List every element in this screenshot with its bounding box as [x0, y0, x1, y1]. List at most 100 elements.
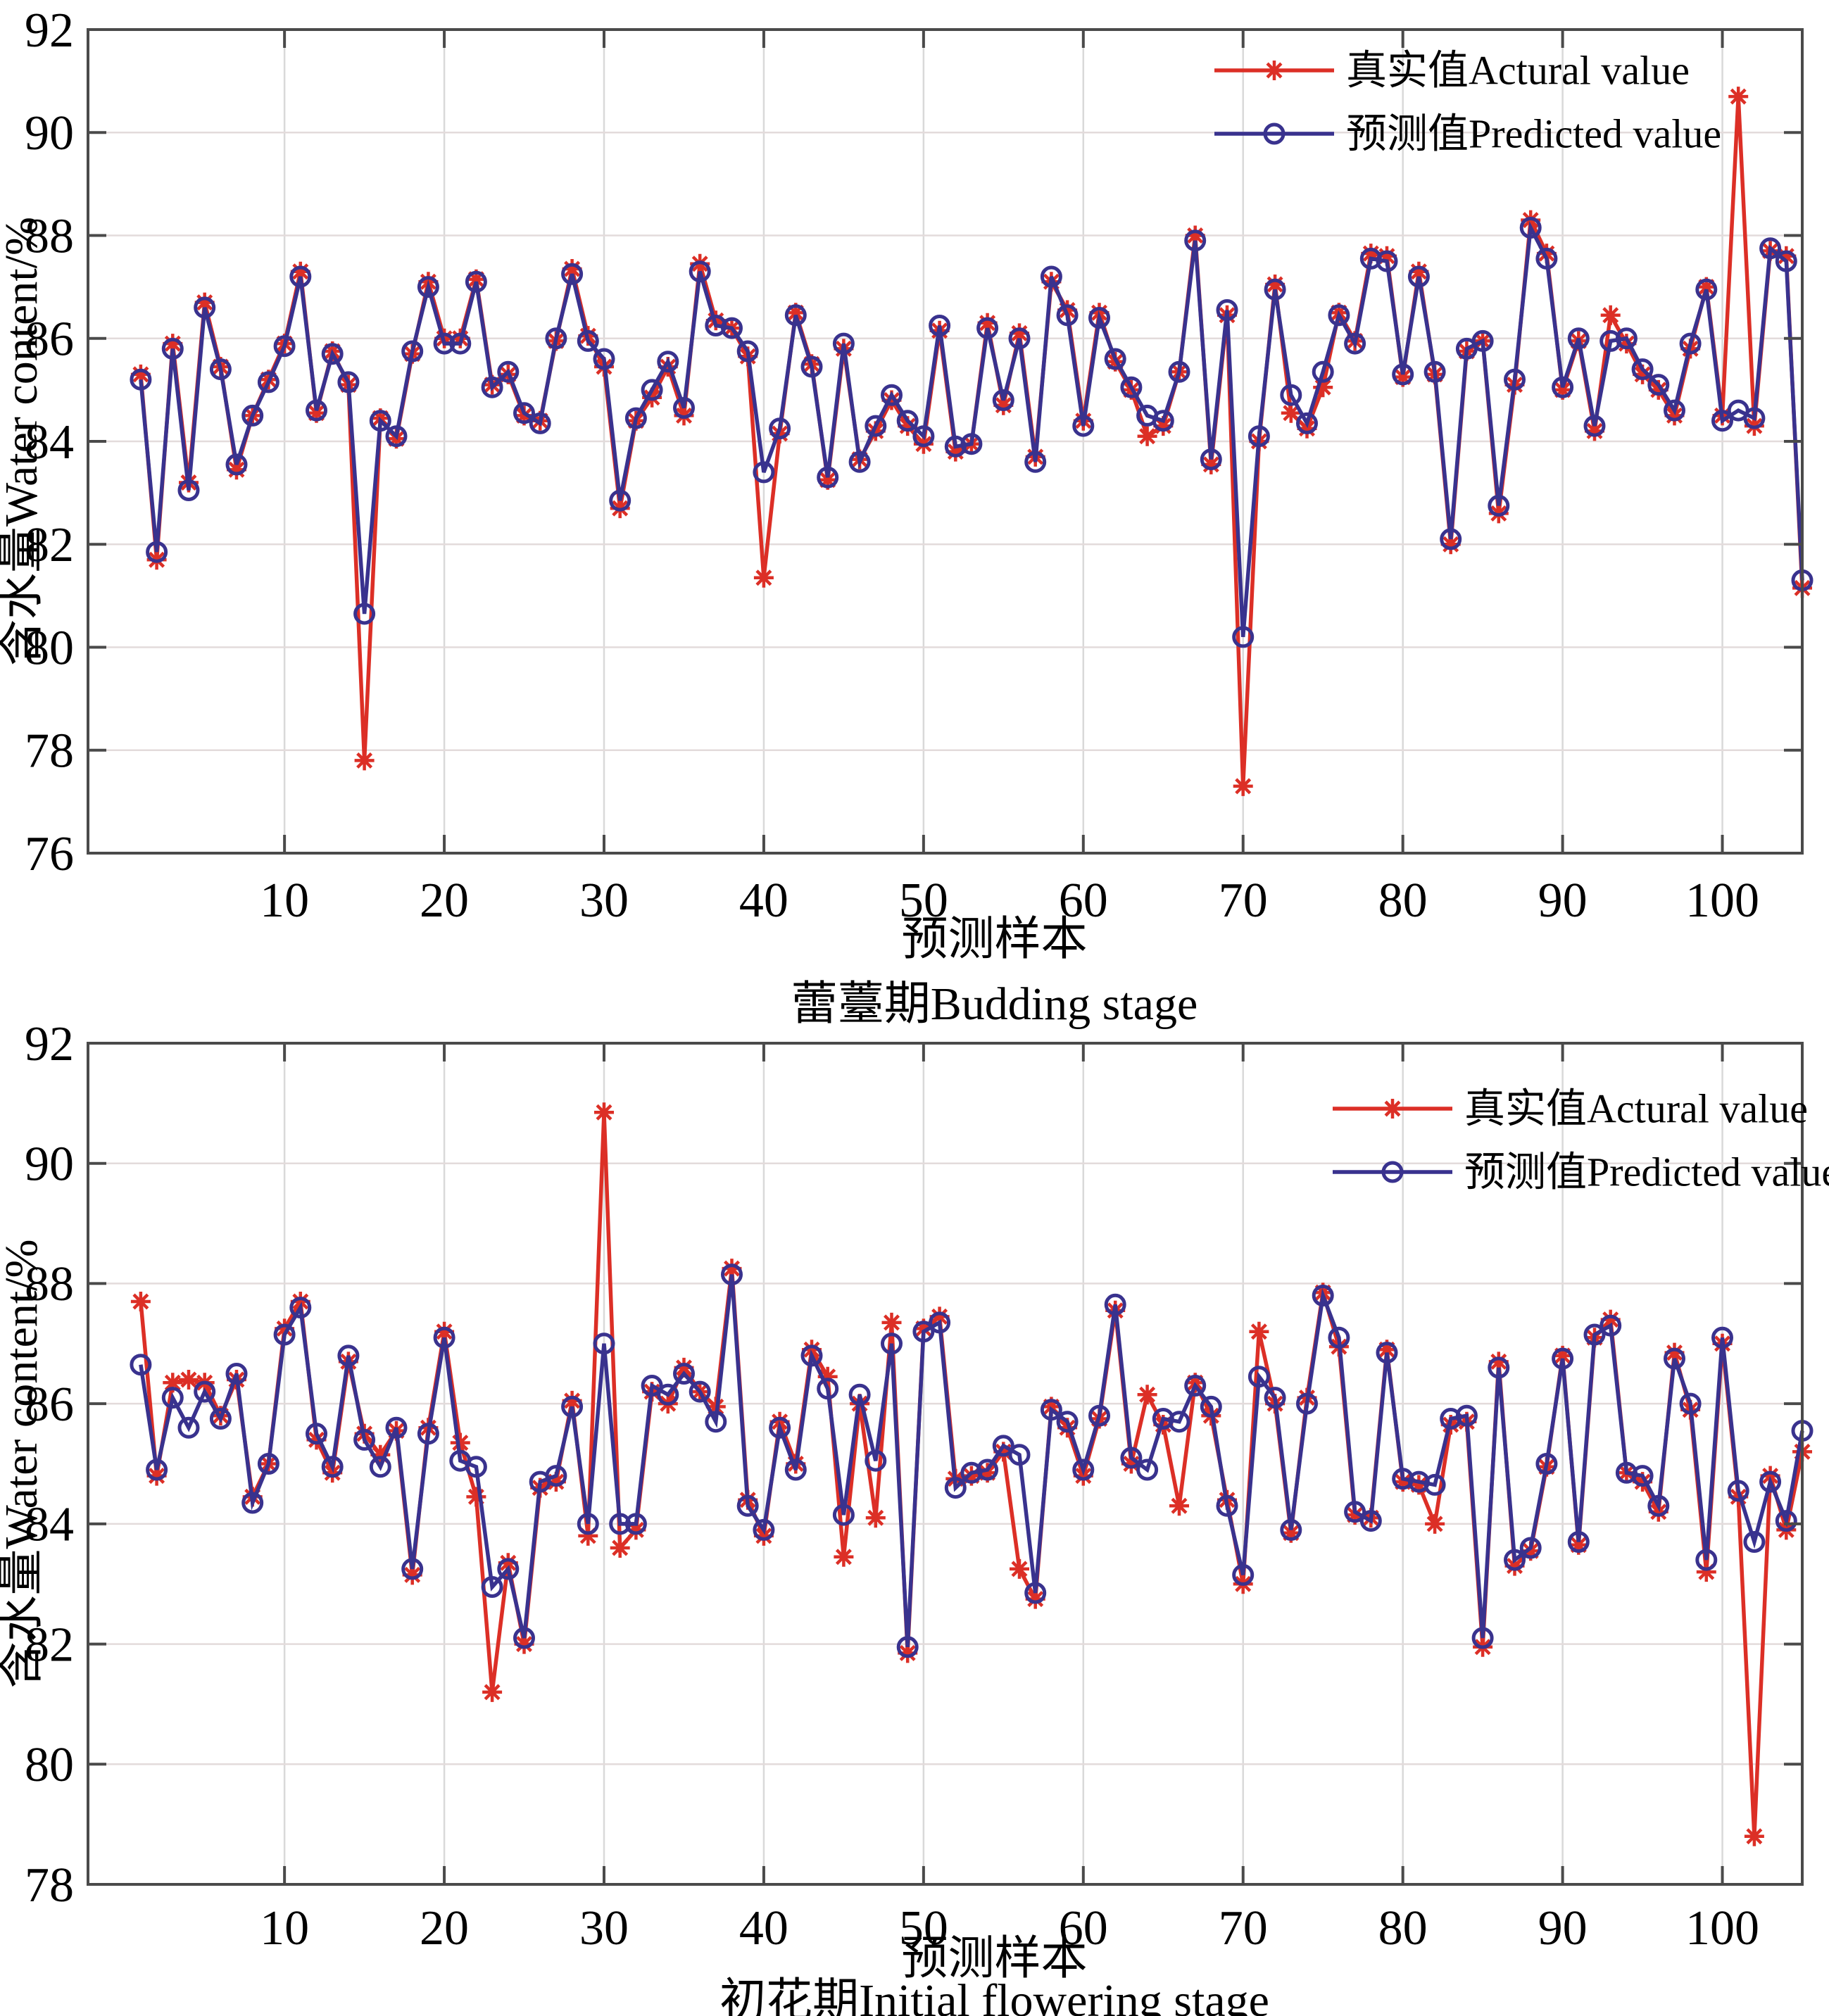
y-tick-label: 90	[25, 106, 74, 160]
axis-ticks	[88, 1042, 1802, 1886]
asterisk-marker	[1025, 1589, 1045, 1609]
circle-marker	[848, 1383, 871, 1406]
asterisk-marker	[1041, 1397, 1062, 1417]
asterisk-marker	[275, 1318, 295, 1339]
circle-marker	[736, 340, 759, 363]
x-tick-label: 100	[1685, 1901, 1759, 1955]
circle-marker	[1008, 1444, 1031, 1466]
circle-marker	[1488, 494, 1510, 517]
legend-item-actual: 真实值Actural value	[1214, 48, 1690, 94]
circle-marker	[705, 1411, 727, 1433]
legend: 真实值Actural value 预测值Predicted value	[1214, 48, 1721, 157]
circle-marker	[1232, 626, 1255, 648]
x-tick-label: 10	[260, 874, 309, 928]
predicted-value-line	[139, 221, 1804, 638]
circle-marker	[1200, 448, 1222, 471]
circle-marker	[177, 1416, 200, 1439]
circle-marker	[130, 1354, 152, 1376]
circle-marker	[753, 461, 775, 484]
circle-marker	[1216, 299, 1238, 321]
asterisk-marker	[1185, 225, 1205, 246]
asterisk-marker	[562, 259, 582, 279]
circle-marker	[497, 1558, 520, 1580]
circle-marker	[257, 1453, 279, 1475]
asterisk-marker	[674, 1357, 694, 1378]
circle-marker	[194, 296, 216, 319]
circle-marker	[641, 379, 663, 401]
asterisk-marker	[1409, 1475, 1429, 1495]
asterisk-marker	[498, 1553, 518, 1573]
circle-marker	[401, 340, 424, 363]
circle-marker	[992, 389, 1014, 411]
circle-marker	[225, 1363, 248, 1385]
circle-marker	[1152, 410, 1174, 432]
circle-marker	[1247, 1366, 1270, 1388]
circle-marker	[273, 1323, 296, 1346]
asterisk-marker	[370, 1444, 391, 1465]
asterisk-marker	[179, 1370, 199, 1390]
y-tick-label: 80	[25, 1738, 74, 1792]
asterisk-marker	[290, 261, 310, 282]
circle-marker	[1312, 360, 1334, 383]
asterisk-marker	[802, 1340, 822, 1360]
circle-marker	[1344, 332, 1366, 355]
asterisk-marker	[466, 269, 486, 289]
circle-marker	[1727, 1480, 1749, 1502]
circle-marker	[1759, 1470, 1782, 1493]
circle-marker	[1328, 304, 1350, 327]
asterisk-marker	[594, 1102, 614, 1123]
circle-marker	[321, 1456, 344, 1478]
legend-item-predicted: 预测值Predicted value	[1333, 1149, 1829, 1195]
circle-marker	[497, 360, 520, 383]
circle-marker	[1216, 1494, 1238, 1517]
circle-marker	[1136, 1459, 1159, 1481]
circle-marker	[944, 1477, 967, 1499]
x-tick-label: 20	[420, 874, 469, 928]
circle-marker	[1168, 1411, 1190, 1433]
asterisk-marker	[961, 1466, 981, 1486]
x-tick-label: 90	[1538, 1901, 1588, 1955]
y-tick-label: 82	[25, 518, 74, 572]
plot-frame	[87, 1042, 1804, 1886]
circle-marker	[177, 479, 200, 501]
circle-marker	[369, 1456, 391, 1478]
circle-marker	[1296, 1392, 1318, 1415]
circle-marker	[1567, 327, 1590, 350]
circle-marker	[657, 351, 679, 373]
circle-marker	[1647, 374, 1670, 396]
asterisk-marker	[1664, 405, 1685, 426]
asterisk-marker	[1425, 1513, 1445, 1534]
y-tick-label: 76	[25, 827, 74, 881]
asterisk-marker	[130, 364, 151, 384]
circle-marker	[976, 317, 999, 339]
circle-marker	[545, 327, 567, 350]
circle-marker	[1407, 265, 1430, 288]
circle-marker	[689, 260, 711, 283]
circle-marker	[1743, 1531, 1766, 1553]
asterisk-marker	[1281, 403, 1301, 423]
circle-marker	[1647, 1494, 1670, 1517]
legend-label-predicted: 预测值Predicted value	[1346, 111, 1721, 157]
asterisk-marker	[1552, 379, 1573, 400]
circle-marker	[257, 371, 279, 393]
asterisk-marker	[626, 1520, 646, 1540]
y-tick-label: 90	[25, 1138, 74, 1192]
circle-marker	[146, 1459, 168, 1481]
asterisk-marker	[1377, 246, 1397, 266]
asterisk-marker	[1393, 367, 1413, 387]
circle-marker	[1759, 237, 1782, 260]
asterisk-marker	[913, 1318, 934, 1339]
x-tick-label: 80	[1378, 1901, 1428, 1955]
y-tick-label: 88	[25, 1257, 74, 1311]
asterisk-marker	[434, 1321, 455, 1342]
circle-marker	[513, 402, 535, 424]
circle-marker	[1024, 1582, 1047, 1604]
circle-marker	[817, 466, 839, 489]
circle-marker	[353, 1428, 376, 1451]
asterisk-marker	[881, 390, 902, 410]
asterisk-marker	[898, 416, 918, 436]
initial-flowering-stage-chart: 78 80 82 84 86 88 90 92 10 20 30 40 50 60 70 80 90 100 含水量…	[0, 1017, 1829, 2016]
asterisk-marker	[1393, 1472, 1413, 1492]
circle-marker	[609, 489, 631, 512]
